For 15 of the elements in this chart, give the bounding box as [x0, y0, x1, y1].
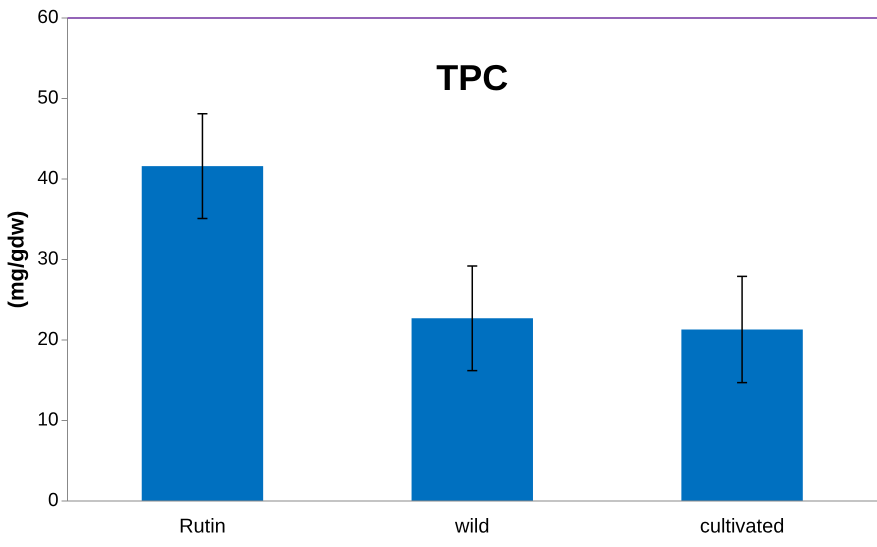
x-tick-label: wild: [454, 516, 490, 538]
y-tick-label: 30: [37, 248, 59, 270]
bar: [142, 166, 264, 500]
y-tick-label: 60: [37, 7, 59, 28]
y-tick-label: 0: [48, 490, 59, 512]
y-tick-label: 50: [37, 88, 59, 109]
y-axis-title: (mg/gdw): [3, 210, 28, 308]
bar: [681, 330, 803, 500]
y-tick-label: 10: [37, 410, 59, 431]
y-tick-label: 20: [37, 329, 59, 350]
text: TPC: [436, 56, 508, 98]
bar: [412, 318, 533, 500]
x-tick-label: Rutin: [179, 516, 226, 538]
y-tick-label: 40: [37, 168, 59, 190]
x-tick-label: cultivated: [700, 516, 784, 538]
